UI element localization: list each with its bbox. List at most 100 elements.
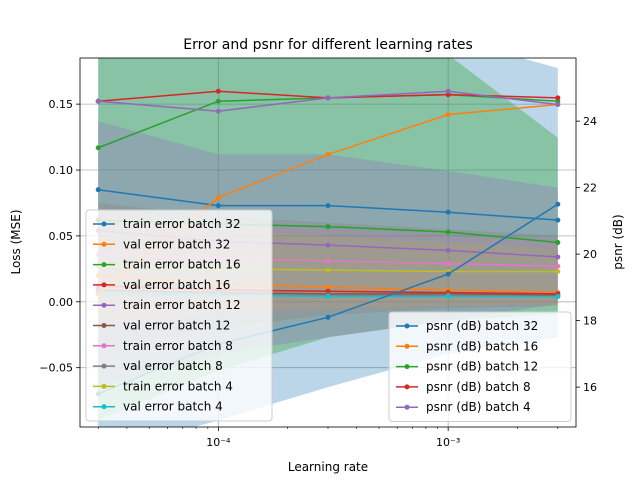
legend-swatch-marker [404, 384, 410, 390]
loss-data-point [325, 258, 331, 264]
loss-data-point [95, 187, 101, 193]
legend-label: train error batch 16 [123, 258, 241, 272]
x-tick-label: 10⁻⁴ [206, 436, 231, 449]
loss-data-point [325, 224, 331, 230]
legend-swatch-marker [404, 323, 410, 329]
legend-item: psnr (dB) batch 12 [396, 360, 538, 374]
loss-data-point [445, 229, 451, 235]
psnr-data-point [215, 195, 221, 201]
loss-data-point [555, 240, 561, 245]
loss-data-point [215, 203, 221, 209]
right-y-tick-label: 16 [583, 381, 597, 394]
psnr-data-point [445, 271, 451, 277]
loss-series [95, 187, 561, 223]
left-y-tick-label: 0.15 [49, 98, 74, 111]
legend-label: psnr (dB) batch 16 [426, 339, 538, 353]
right-y-axis-ticks: 16 18 20 22 24 [576, 115, 597, 394]
legend-item: psnr (dB) batch 4 [396, 400, 531, 414]
legend-item: train error batch 32 [93, 217, 241, 231]
legend-label: val error batch 32 [123, 237, 230, 251]
left-y-axis-label: Loss (MSE) [9, 209, 23, 274]
legend-item: psnr (dB) batch 32 [396, 319, 538, 333]
legend-swatch-marker [101, 221, 107, 227]
psnr-data-point [215, 98, 221, 104]
loss-data-point [555, 217, 561, 223]
loss-data-point [325, 267, 331, 273]
psnr-data-point [215, 88, 221, 94]
legend-item: psnr (dB) batch 8 [396, 380, 531, 394]
loss-data-point [445, 209, 451, 215]
x-axis-label: Learning rate [288, 460, 368, 474]
psnr-series [95, 88, 561, 114]
legend-item: val error batch 8 [93, 359, 223, 373]
psnr-data-point [325, 151, 331, 157]
legend-box [85, 209, 273, 422]
legend-swatch-marker [101, 404, 107, 410]
legend-swatch-marker [101, 343, 107, 349]
legend-item: val error batch 12 [93, 319, 230, 333]
psnr-data-point [325, 314, 331, 320]
left-y-tick-label: 0.10 [49, 164, 74, 177]
right-y-tick-label: 20 [583, 248, 597, 261]
legend-label: psnr (dB) batch 12 [426, 360, 538, 374]
legend-swatch-marker [101, 363, 107, 369]
legend-item: train error batch 16 [93, 258, 241, 272]
legend-label: psnr (dB) batch 4 [426, 400, 531, 414]
legend-label: train error batch 12 [123, 298, 241, 312]
legend-item: train error batch 4 [93, 379, 233, 393]
legend-swatch-marker [404, 343, 410, 349]
legend-item: val error batch 32 [93, 237, 230, 251]
legend-box [388, 311, 572, 422]
loss-data-point [555, 254, 561, 260]
legend-item: train error batch 8 [93, 339, 233, 353]
psnr-data-point [445, 112, 451, 118]
right-y-tick-label: 22 [583, 182, 597, 195]
loss-data-point [555, 294, 561, 300]
loss-data-point [555, 263, 561, 269]
right-y-tick-label: 18 [583, 315, 597, 328]
legend-item: psnr (dB) batch 16 [396, 339, 538, 353]
psnr-data-point [95, 145, 101, 151]
legend-swatch-marker [404, 364, 410, 370]
legend-swatch-marker [404, 404, 410, 410]
legend-label: train error batch 4 [123, 379, 233, 393]
left-y-tick-label: 0.00 [49, 296, 74, 309]
loss-data-point [325, 203, 331, 209]
legend-label: psnr (dB) batch 8 [426, 380, 531, 394]
psnr-data-point [325, 95, 331, 101]
right-y-tick-label: 24 [583, 115, 597, 128]
right-y-axis-label: psnr (dB) [611, 214, 625, 269]
legend-item: val error batch 4 [93, 400, 223, 414]
loss-data-point [555, 268, 561, 274]
x-tick-label: 10⁻³ [436, 436, 460, 449]
loss-data-point [325, 294, 331, 300]
legend-swatch-marker [101, 241, 107, 247]
legend-swatch-marker [101, 282, 107, 288]
psnr-data-point [445, 88, 451, 94]
loss-data-point [445, 247, 451, 253]
psnr-data-point [95, 98, 101, 104]
psnr-data-point [215, 108, 221, 114]
left-y-axis-ticks: −0.05 0.00 0.05 0.10 0.15 [39, 98, 80, 375]
legend-psnr: psnr (dB) batch 32 psnr (dB) batch 16 psnr… [388, 311, 572, 422]
legend-swatch-marker [101, 323, 107, 328]
legend-label: val error batch 12 [123, 319, 230, 333]
psnr-data-point [555, 201, 561, 207]
loss-data-point [325, 284, 331, 290]
legend-item: train error batch 12 [93, 298, 241, 312]
left-y-tick-label: 0.05 [49, 230, 74, 243]
legend-label: train error batch 32 [123, 217, 241, 231]
legend-label: psnr (dB) batch 32 [426, 319, 538, 333]
legend-label: val error batch 8 [123, 359, 223, 373]
loss-data-point [325, 242, 331, 248]
legend-label: train error batch 8 [123, 339, 233, 353]
chart-title: Error and psnr for different learning ra… [183, 37, 473, 53]
legend-swatch-marker [101, 302, 107, 308]
legend-loss: train error batch 32 val error batch 32 tr… [85, 209, 273, 422]
psnr-data-point [555, 102, 561, 108]
legend-swatch-marker [101, 262, 107, 268]
psnr-data-point [555, 95, 561, 101]
loss-data-point [445, 261, 451, 267]
legend-label: val error batch 16 [123, 278, 230, 292]
